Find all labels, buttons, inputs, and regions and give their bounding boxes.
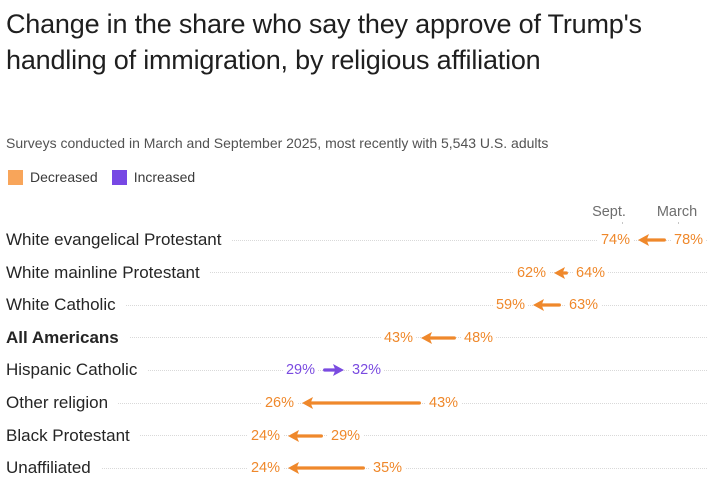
legend-item-decreased: Decreased [8, 169, 98, 185]
sept-value-label: 24% [247, 452, 283, 485]
chart-row: All Americans 43% 48% [0, 321, 720, 354]
legend-item-increased: Increased [111, 169, 196, 185]
row-gridline [6, 435, 707, 437]
march-value-label: 48% [461, 321, 497, 354]
increased-swatch-icon [111, 169, 127, 185]
chart-subtitle: Surveys conducted in March and September… [6, 135, 549, 151]
march-value-label: 78% [671, 224, 707, 256]
sept-value-label: 24% [247, 419, 283, 452]
change-arrow-icon [421, 331, 456, 344]
category-label: White evangelical Protestant [6, 224, 232, 256]
row-gridline [6, 337, 707, 339]
march-value-label: 29% [328, 419, 364, 452]
sept-value-label: 26% [261, 387, 297, 419]
row-gridline [6, 304, 707, 306]
sept-column-label: Sept. [592, 204, 626, 220]
march-column-label: March [656, 204, 698, 220]
category-label: White mainline Protestant [6, 256, 210, 289]
decreased-swatch-icon [8, 169, 23, 185]
legend-label-decreased: Decreased [30, 169, 98, 185]
category-label: Hispanic Catholic [6, 354, 148, 387]
chart-row: Black Protestant 24% 29% [0, 419, 720, 452]
chart-row: Unaffiliated 24% 35% [0, 452, 720, 485]
chart-row: Other religion 26% 43% [0, 387, 720, 419]
legend-label-increased: Increased [133, 169, 196, 185]
category-label: White Catholic [6, 289, 126, 322]
change-arrow-icon [533, 299, 561, 312]
row-gridline [6, 369, 707, 371]
sept-value-label: 43% [380, 321, 416, 354]
change-arrow-icon [288, 429, 323, 442]
sept-value-label: 59% [492, 289, 528, 322]
sept-value-label: 74% [597, 224, 633, 256]
legend: Decreased Increased [8, 169, 195, 185]
march-value-label: 43% [426, 387, 462, 419]
sept-value-label: 32% [349, 354, 385, 387]
march-tick-mark [678, 222, 679, 231]
chart-row: White mainline Protestant 62% 64% [0, 256, 720, 289]
change-arrow-icon [288, 462, 365, 475]
category-label: Black Protestant [6, 419, 140, 452]
row-gridline [6, 272, 707, 274]
category-label: Other religion [6, 387, 119, 419]
sept-value-label: 62% [513, 256, 549, 289]
chart-row: White Catholic 59% 63% [0, 289, 720, 322]
march-value-label: 63% [566, 289, 602, 322]
row-gridline [6, 239, 707, 241]
page-title: Change in the share who say they approve… [6, 9, 642, 75]
march-value-label: 29% [282, 354, 318, 387]
change-arrow-icon [638, 234, 666, 246]
sept-tick-mark [622, 222, 623, 231]
chart-row: White evangelical Protestant 74% 78% [0, 224, 720, 256]
change-arrow-icon [302, 397, 421, 409]
march-value-label: 64% [573, 256, 609, 289]
chart-row: Hispanic Catholic 29% 32% [0, 354, 720, 387]
category-label: All Americans [6, 321, 129, 354]
march-value-label: 35% [370, 452, 406, 485]
category-label: Unaffiliated [6, 452, 101, 485]
row-gridline [6, 467, 707, 469]
change-arrow-icon [323, 364, 344, 377]
change-arrow-icon [554, 266, 568, 279]
row-gridline [6, 402, 707, 404]
